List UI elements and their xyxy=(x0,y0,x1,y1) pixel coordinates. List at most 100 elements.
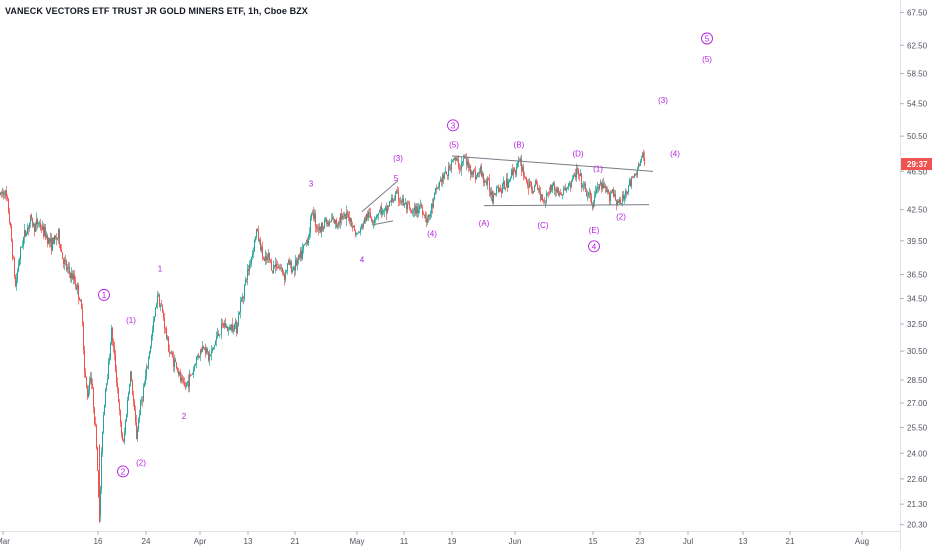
price-axis: 67.50 62.50 58.50 54.50 50.50 46.50 42.50 39.50… xyxy=(900,0,932,550)
candle-body xyxy=(389,201,390,207)
candle-body xyxy=(135,410,136,423)
candle-body xyxy=(258,230,259,241)
candle-body xyxy=(572,178,573,182)
candle-body xyxy=(240,301,241,313)
candle-body xyxy=(130,371,131,386)
candle-body xyxy=(36,219,37,225)
candle-body xyxy=(70,273,71,279)
candle-body xyxy=(634,173,635,178)
wave-label: (1) xyxy=(126,316,136,325)
candle-body xyxy=(478,172,479,174)
candle-body xyxy=(14,258,15,277)
candle-body xyxy=(74,274,75,282)
candle-body xyxy=(11,226,12,242)
candle-body xyxy=(569,183,570,185)
candle-body xyxy=(587,195,588,197)
candle-body xyxy=(545,201,546,203)
candle-body xyxy=(537,184,538,190)
candle-body xyxy=(162,306,163,313)
candle-body xyxy=(412,212,413,213)
candle-body xyxy=(142,400,143,402)
candle-body xyxy=(302,249,303,259)
candle-body xyxy=(494,193,495,195)
candle-body xyxy=(333,217,334,219)
candle-body xyxy=(606,187,607,192)
candle-body xyxy=(580,173,581,177)
candle-body xyxy=(85,371,86,378)
candle-body xyxy=(210,354,211,355)
candle-body xyxy=(181,377,182,382)
candle-body xyxy=(123,440,124,442)
candle-body xyxy=(444,173,445,179)
wave-label: (3) xyxy=(393,154,403,163)
candle-body xyxy=(394,199,395,201)
candle-body xyxy=(132,380,133,395)
price-tick-label: 39.50 xyxy=(907,237,928,246)
candle-body xyxy=(34,223,35,232)
candle-body xyxy=(571,181,572,188)
last-price-label: 29:37 xyxy=(907,160,928,169)
candle-body xyxy=(78,284,79,298)
candle-body xyxy=(337,225,338,227)
candle-body xyxy=(536,181,537,185)
candle-body xyxy=(534,185,535,192)
candle-body xyxy=(604,185,605,189)
candle-body xyxy=(507,178,508,188)
candle-body xyxy=(641,157,642,161)
candle-body xyxy=(48,238,49,244)
candle-body xyxy=(565,187,566,191)
candle-body xyxy=(379,210,380,214)
candle-body xyxy=(81,300,82,309)
candle-body xyxy=(223,323,224,327)
candle-body xyxy=(327,222,328,224)
candle-body xyxy=(276,263,277,268)
candle-body xyxy=(79,297,80,301)
candle-body xyxy=(250,263,251,265)
candle-body xyxy=(113,341,114,347)
candle-body xyxy=(427,218,428,223)
candle-body xyxy=(199,355,200,358)
candle-body xyxy=(178,370,179,375)
wave-circle xyxy=(701,32,713,45)
candle-body xyxy=(204,347,205,349)
price-tick-label: 58.50 xyxy=(907,69,928,78)
candle-body xyxy=(425,214,426,220)
candle-body xyxy=(501,190,502,194)
wave-label: 2 xyxy=(182,412,187,421)
candle-body xyxy=(413,210,414,213)
candle-body xyxy=(360,228,361,233)
candle-body xyxy=(201,349,202,352)
candle-body xyxy=(188,381,189,388)
candle-body xyxy=(57,237,58,240)
candle-body xyxy=(527,181,528,186)
candle-body xyxy=(531,181,532,190)
candle-body xyxy=(492,191,493,203)
candle-body xyxy=(303,244,304,250)
candle-body xyxy=(60,244,61,250)
candle-body xyxy=(306,240,307,243)
candle-body xyxy=(157,294,158,305)
candle-body xyxy=(407,203,408,210)
candle-body xyxy=(398,191,399,201)
candle-body xyxy=(479,172,480,174)
wave-label: (5) xyxy=(449,141,459,150)
candle-body xyxy=(438,187,439,189)
last-price-tag xyxy=(901,158,932,171)
candle-body xyxy=(44,227,45,236)
candle-body xyxy=(101,451,102,490)
candle-body xyxy=(605,185,606,188)
candle-body xyxy=(594,197,595,202)
candle-body xyxy=(485,181,486,182)
candle-body xyxy=(513,168,514,175)
candle-body xyxy=(24,230,25,238)
candle-body xyxy=(238,314,239,326)
wave-label: (A) xyxy=(479,219,490,228)
candle-body xyxy=(160,305,161,308)
candle-body xyxy=(432,203,433,208)
candle-body xyxy=(489,180,490,192)
price-tick-label: 42.50 xyxy=(907,206,928,215)
candle-body xyxy=(544,200,545,202)
candle-body xyxy=(392,197,393,202)
